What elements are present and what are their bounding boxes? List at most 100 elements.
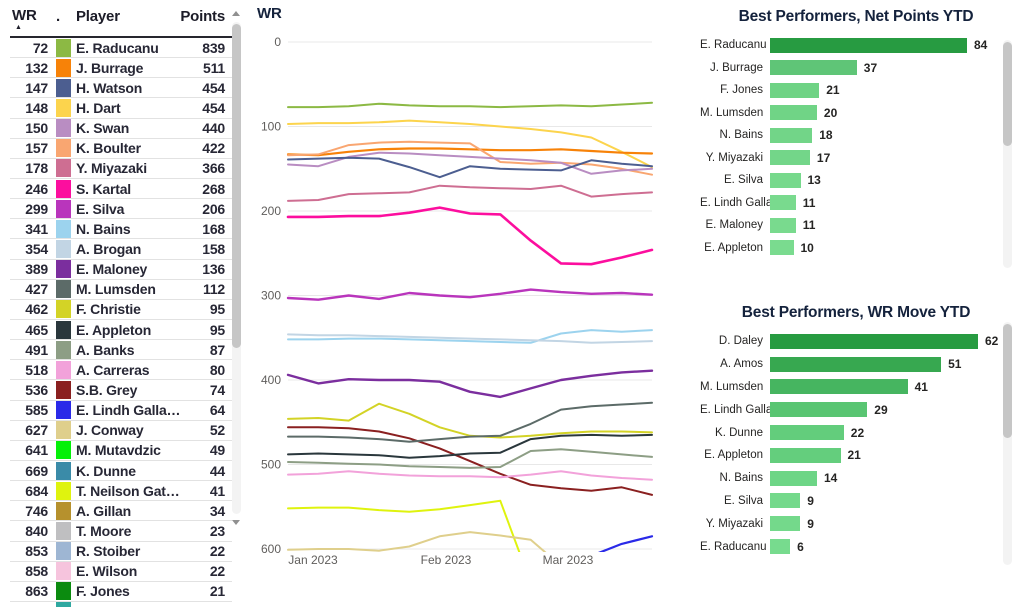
net-points-scrollbar-track[interactable] — [1003, 40, 1012, 268]
net-points-scrollbar-thumb[interactable] — [1003, 42, 1012, 146]
line-series-e-silva[interactable] — [286, 288, 654, 301]
bar[interactable] — [770, 516, 801, 532]
column-header-points[interactable]: Points — [180, 8, 225, 25]
bar[interactable] — [770, 82, 820, 98]
line-series-h-watson[interactable] — [287, 156, 653, 179]
bar-row-e-silva[interactable]: E. Silva 9 — [700, 490, 1012, 513]
table-row[interactable]: 491 A. Banks 87 — [10, 340, 232, 361]
line-series-e-maloney[interactable] — [286, 369, 654, 399]
line-series-s-b-grey[interactable] — [287, 426, 653, 496]
table-row[interactable]: 536 S.B. Grey 74 — [10, 380, 232, 401]
table-row[interactable]: 585 E. Lindh Galla… 64 — [10, 401, 232, 421]
bar[interactable] — [770, 379, 908, 395]
table-scrollbar[interactable] — [231, 8, 242, 556]
bar-row-a-amos[interactable]: A. Amos 51 — [700, 353, 1012, 376]
table-row[interactable]: 853 R. Stoiber 22 — [10, 542, 232, 562]
table-row[interactable]: 246 S. Kartal 268 — [10, 179, 232, 200]
bar[interactable] — [770, 217, 796, 233]
bar-row-e-raducanu[interactable]: E. Raducanu 84 — [700, 34, 1012, 57]
table-row[interactable]: 72 E. Raducanu 839 — [10, 38, 232, 59]
table-row[interactable]: 341 N. Bains 168 — [10, 219, 232, 240]
line-series-j-burrage[interactable] — [286, 147, 654, 157]
line-series-n-bains[interactable] — [287, 329, 653, 344]
table-row[interactable]: 465 E. Appleton 95 — [10, 320, 232, 341]
table-row[interactable]: 427 M. Lumsden 112 — [10, 280, 232, 300]
bar[interactable] — [770, 425, 844, 441]
wr-move-scrollbar-track[interactable] — [1003, 322, 1012, 565]
bar-row-e-silva[interactable]: E. Silva 13 — [700, 169, 1012, 192]
column-header-player[interactable]: Player — [76, 8, 120, 25]
table-row[interactable]: 518 A. Carreras 80 — [10, 360, 232, 381]
line-series-h-dart[interactable] — [287, 119, 653, 169]
bar-row-m-lumsden[interactable]: M. Lumsden 41 — [700, 376, 1012, 399]
line-series-j-conway[interactable] — [287, 531, 652, 572]
scroll-up-icon[interactable] — [232, 11, 240, 16]
bar[interactable] — [770, 493, 801, 509]
line-series-s-kartal[interactable] — [286, 206, 654, 266]
bar[interactable] — [770, 240, 794, 256]
bar[interactable] — [770, 402, 868, 418]
bar-row-e-raducanu[interactable]: E. Raducanu 6 — [700, 535, 1012, 558]
bar[interactable] — [770, 172, 801, 188]
line-series-t-neilson-gat[interactable] — [287, 499, 652, 581]
bar[interactable] — [770, 447, 841, 463]
bar-row-f-jones[interactable]: F. Jones 21 — [700, 79, 1012, 102]
bar-row-e-appleton[interactable]: E. Appleton 21 — [700, 444, 1012, 467]
table-row[interactable]: 132 J. Burrage 511 — [10, 58, 232, 79]
table-row[interactable]: 863 F. Jones 21 — [10, 582, 232, 602]
table-row[interactable]: 299 E. Silva 206 — [10, 199, 232, 220]
wr-move-scrollbar[interactable] — [1002, 322, 1012, 565]
line-series-m-lumsden[interactable] — [287, 401, 653, 443]
bar[interactable] — [770, 37, 967, 53]
wr-move-scrollbar-thumb[interactable] — [1003, 324, 1012, 438]
table-row[interactable]: 178 Y. Miyazaki 366 — [10, 159, 232, 179]
bar[interactable] — [770, 150, 810, 166]
bar-row-e-maloney[interactable]: E. Maloney 11 — [700, 214, 1012, 237]
bar-row-m-lumsden[interactable]: M. Lumsden 20 — [700, 102, 1012, 125]
bar[interactable] — [770, 127, 813, 143]
table-row[interactable]: 462 F. Christie 95 — [10, 300, 232, 320]
bar-row-e-appleton[interactable]: E. Appleton 10 — [700, 237, 1012, 260]
line-series-f-christie[interactable] — [287, 402, 653, 439]
table-row[interactable]: 641 M. Mutavdzic 49 — [10, 441, 232, 461]
table-row[interactable]: 157 K. Boulter 422 — [10, 139, 232, 159]
line-series-a-banks[interactable] — [287, 448, 653, 469]
line-series-e-lindh-galla[interactable] — [591, 535, 654, 556]
line-series-k-boulter[interactable] — [287, 140, 653, 176]
table-row[interactable]: 354 A. Brogan 158 — [10, 239, 232, 260]
bar-row-j-burrage[interactable]: J. Burrage 37 — [700, 57, 1012, 80]
table-row[interactable]: 148 H. Dart 454 — [10, 98, 232, 119]
bar[interactable] — [770, 333, 978, 349]
line-series-e-raducanu[interactable] — [287, 101, 653, 109]
table-row[interactable]: 684 T. Neilson Gat… 41 — [10, 481, 232, 502]
table-row[interactable]: 150 K. Swan 440 — [10, 119, 232, 139]
line-series-a-carreras[interactable] — [287, 470, 653, 481]
table-row[interactable]: 627 J. Conway 52 — [10, 421, 232, 441]
column-header-color[interactable]: . — [56, 8, 60, 25]
wr-line-plot[interactable]: 0 100 200 300 400 500 600 Jan 2023 Feb 2023 Mar 2… — [245, 0, 670, 581]
bar-row-n-bains[interactable]: N. Bains 14 — [700, 467, 1012, 490]
bar-row-d-daley[interactable]: D. Daley 62 — [700, 330, 1012, 353]
bar[interactable] — [770, 470, 817, 486]
bar-row-n-bains[interactable]: N. Bains 18 — [700, 124, 1012, 147]
scroll-down-icon[interactable] — [232, 520, 240, 525]
line-series-a-brogan[interactable] — [287, 333, 653, 344]
bar-row-y-miyazaki[interactable]: Y. Miyazaki 9 — [700, 512, 1012, 535]
line-series-y-miyazaki[interactable] — [287, 184, 653, 202]
bar-row-e-lindh-galla[interactable]: E. Lindh Galla… 29 — [700, 398, 1012, 421]
table-row[interactable]: 669 K. Dunne 44 — [10, 461, 232, 482]
bar[interactable] — [770, 105, 817, 121]
bar-row-k-dunne[interactable]: K. Dunne 22 — [700, 421, 1012, 444]
bar-row-y-miyazaki[interactable]: Y. Miyazaki 17 — [700, 147, 1012, 170]
line-series-e-appleton[interactable] — [287, 433, 653, 459]
table-row[interactable]: 840 T. Moore 23 — [10, 521, 232, 542]
bar[interactable] — [770, 60, 857, 76]
net-points-scrollbar[interactable] — [1002, 40, 1012, 268]
table-row[interactable]: 858 E. Wilson 22 — [10, 562, 232, 582]
bar[interactable] — [770, 195, 796, 211]
line-series-group[interactable] — [286, 101, 654, 581]
bar[interactable] — [770, 539, 791, 555]
table-row[interactable]: 389 E. Maloney 136 — [10, 260, 232, 280]
table-row[interactable]: 147 H. Watson 454 — [10, 78, 232, 99]
table-scrollbar-thumb[interactable] — [232, 24, 241, 348]
